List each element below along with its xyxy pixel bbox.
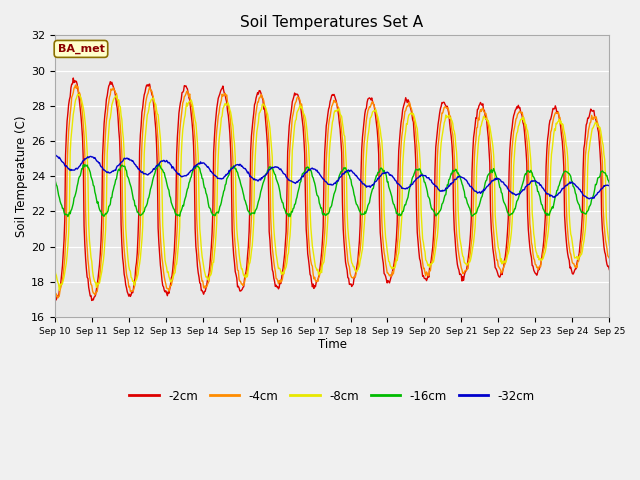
-16cm bbox=[175, 212, 183, 218]
-8cm bbox=[51, 264, 59, 269]
Title: Soil Temperatures Set A: Soil Temperatures Set A bbox=[241, 15, 424, 30]
-16cm bbox=[286, 214, 294, 219]
-16cm bbox=[118, 162, 125, 168]
Text: BA_met: BA_met bbox=[58, 44, 104, 54]
-4cm bbox=[120, 233, 127, 239]
-32cm bbox=[61, 163, 68, 168]
-4cm bbox=[401, 108, 409, 114]
-8cm bbox=[205, 275, 213, 281]
-2cm bbox=[69, 75, 77, 81]
-32cm bbox=[118, 159, 125, 165]
-2cm bbox=[205, 271, 213, 276]
-8cm bbox=[605, 242, 613, 248]
-16cm bbox=[401, 202, 409, 207]
-32cm bbox=[51, 152, 59, 157]
Line: -8cm: -8cm bbox=[55, 94, 609, 290]
-16cm bbox=[51, 176, 59, 182]
-2cm bbox=[51, 295, 59, 300]
-8cm bbox=[417, 209, 425, 215]
-16cm bbox=[417, 170, 425, 176]
-4cm bbox=[605, 255, 613, 261]
-2cm bbox=[61, 217, 68, 223]
-4cm bbox=[51, 288, 59, 293]
-8cm bbox=[56, 288, 63, 293]
-2cm bbox=[88, 298, 95, 303]
-32cm bbox=[586, 196, 593, 202]
-8cm bbox=[61, 265, 69, 271]
-4cm bbox=[72, 82, 79, 88]
Line: -2cm: -2cm bbox=[55, 78, 609, 300]
-16cm bbox=[204, 200, 212, 206]
-4cm bbox=[176, 130, 184, 135]
-4cm bbox=[417, 247, 425, 252]
Legend: -2cm, -4cm, -8cm, -16cm, -32cm: -2cm, -4cm, -8cm, -16cm, -32cm bbox=[125, 385, 540, 407]
-8cm bbox=[120, 136, 127, 142]
-2cm bbox=[605, 267, 613, 273]
-16cm bbox=[605, 180, 613, 186]
-4cm bbox=[61, 239, 69, 244]
-8cm bbox=[176, 224, 184, 230]
Y-axis label: Soil Temperature (C): Soil Temperature (C) bbox=[15, 115, 28, 237]
-32cm bbox=[416, 173, 424, 179]
-4cm bbox=[54, 295, 61, 301]
-2cm bbox=[417, 264, 425, 270]
-2cm bbox=[176, 105, 184, 110]
-4cm bbox=[205, 278, 213, 284]
Line: -32cm: -32cm bbox=[55, 155, 609, 199]
-32cm bbox=[399, 185, 407, 191]
X-axis label: Time: Time bbox=[317, 338, 346, 351]
-2cm bbox=[401, 99, 409, 105]
-32cm bbox=[605, 182, 613, 188]
-2cm bbox=[120, 262, 127, 267]
Line: -16cm: -16cm bbox=[55, 164, 609, 216]
-16cm bbox=[154, 161, 162, 167]
-32cm bbox=[204, 164, 211, 170]
-16cm bbox=[61, 212, 68, 218]
Line: -4cm: -4cm bbox=[55, 85, 609, 298]
-32cm bbox=[174, 172, 182, 178]
-8cm bbox=[74, 91, 82, 97]
-8cm bbox=[401, 133, 409, 139]
